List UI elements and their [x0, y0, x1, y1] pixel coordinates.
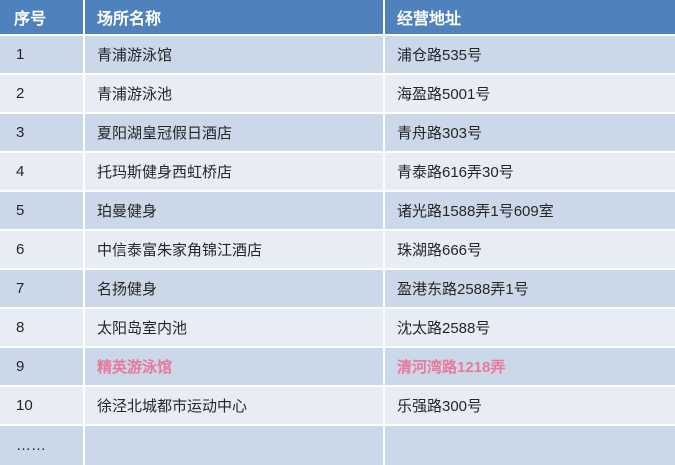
cell-no: 2 [0, 75, 85, 114]
cell-addr: 诸光路1588弄1号609室 [385, 192, 675, 231]
table-row: 9 精英游泳馆 清河湾路1218弄 [0, 348, 675, 387]
table-row: 3 夏阳湖皇冠假日酒店 青舟路303号 [0, 114, 675, 153]
header-cell-address: 经营地址 [385, 0, 675, 36]
cell-name: 精英游泳馆 [85, 348, 385, 387]
cell-no: 6 [0, 231, 85, 270]
table-row: 8 太阳岛室内池 沈太路2588号 [0, 309, 675, 348]
cell-addr: 清河湾路1218弄 [385, 348, 675, 387]
cell-addr: 乐强路300号 [385, 387, 675, 426]
cell-addr: 盈港东路2588弄1号 [385, 270, 675, 309]
cell-addr: 青舟路303号 [385, 114, 675, 153]
cell-name: 中信泰富朱家角锦江酒店 [85, 231, 385, 270]
cell-name: 夏阳湖皇冠假日酒店 [85, 114, 385, 153]
cell-no: 8 [0, 309, 85, 348]
table-row: 4 托玛斯健身西虹桥店 青泰路616弄30号 [0, 153, 675, 192]
cell-no: 5 [0, 192, 85, 231]
cell-name: 青浦游泳馆 [85, 36, 385, 75]
cell-addr: 沈太路2588号 [385, 309, 675, 348]
table-header: 序号 场所名称 经营地址 [0, 0, 675, 36]
table-row: 7 名扬健身 盈港东路2588弄1号 [0, 270, 675, 309]
cell-addr: 珠湖路666号 [385, 231, 675, 270]
cell-addr: 青泰路616弄30号 [385, 153, 675, 192]
cell-name: 名扬健身 [85, 270, 385, 309]
table-row: 5 珀曼健身 诸光路1588弄1号609室 [0, 192, 675, 231]
cell-addr [385, 426, 675, 465]
cell-no: 10 [0, 387, 85, 426]
cell-addr: 海盈路5001号 [385, 75, 675, 114]
header-cell-no: 序号 [0, 0, 85, 36]
cell-no: …… [0, 426, 85, 465]
table-row: …… [0, 426, 675, 465]
table-row: 1 青浦游泳馆 浦仓路535号 [0, 36, 675, 75]
cell-addr: 浦仓路535号 [385, 36, 675, 75]
cell-name: 珀曼健身 [85, 192, 385, 231]
table-body: 1 青浦游泳馆 浦仓路535号 2 青浦游泳池 海盈路5001号 3 夏阳湖皇冠假日酒店 青舟路… [0, 36, 675, 465]
cell-no: 1 [0, 36, 85, 75]
cell-name: 太阳岛室内池 [85, 309, 385, 348]
cell-name [85, 426, 385, 465]
header-cell-name: 场所名称 [85, 0, 385, 36]
table-row: 6 中信泰富朱家角锦江酒店 珠湖路666号 [0, 231, 675, 270]
cell-name: 托玛斯健身西虹桥店 [85, 153, 385, 192]
cell-no: 7 [0, 270, 85, 309]
cell-name: 青浦游泳池 [85, 75, 385, 114]
table-row: 2 青浦游泳池 海盈路5001号 [0, 75, 675, 114]
cell-no: 4 [0, 153, 85, 192]
cell-no: 3 [0, 114, 85, 153]
cell-no: 9 [0, 348, 85, 387]
cell-name: 徐泾北城都市运动中心 [85, 387, 385, 426]
table-row: 10 徐泾北城都市运动中心 乐强路300号 [0, 387, 675, 426]
header-row: 序号 场所名称 经营地址 [0, 0, 675, 36]
